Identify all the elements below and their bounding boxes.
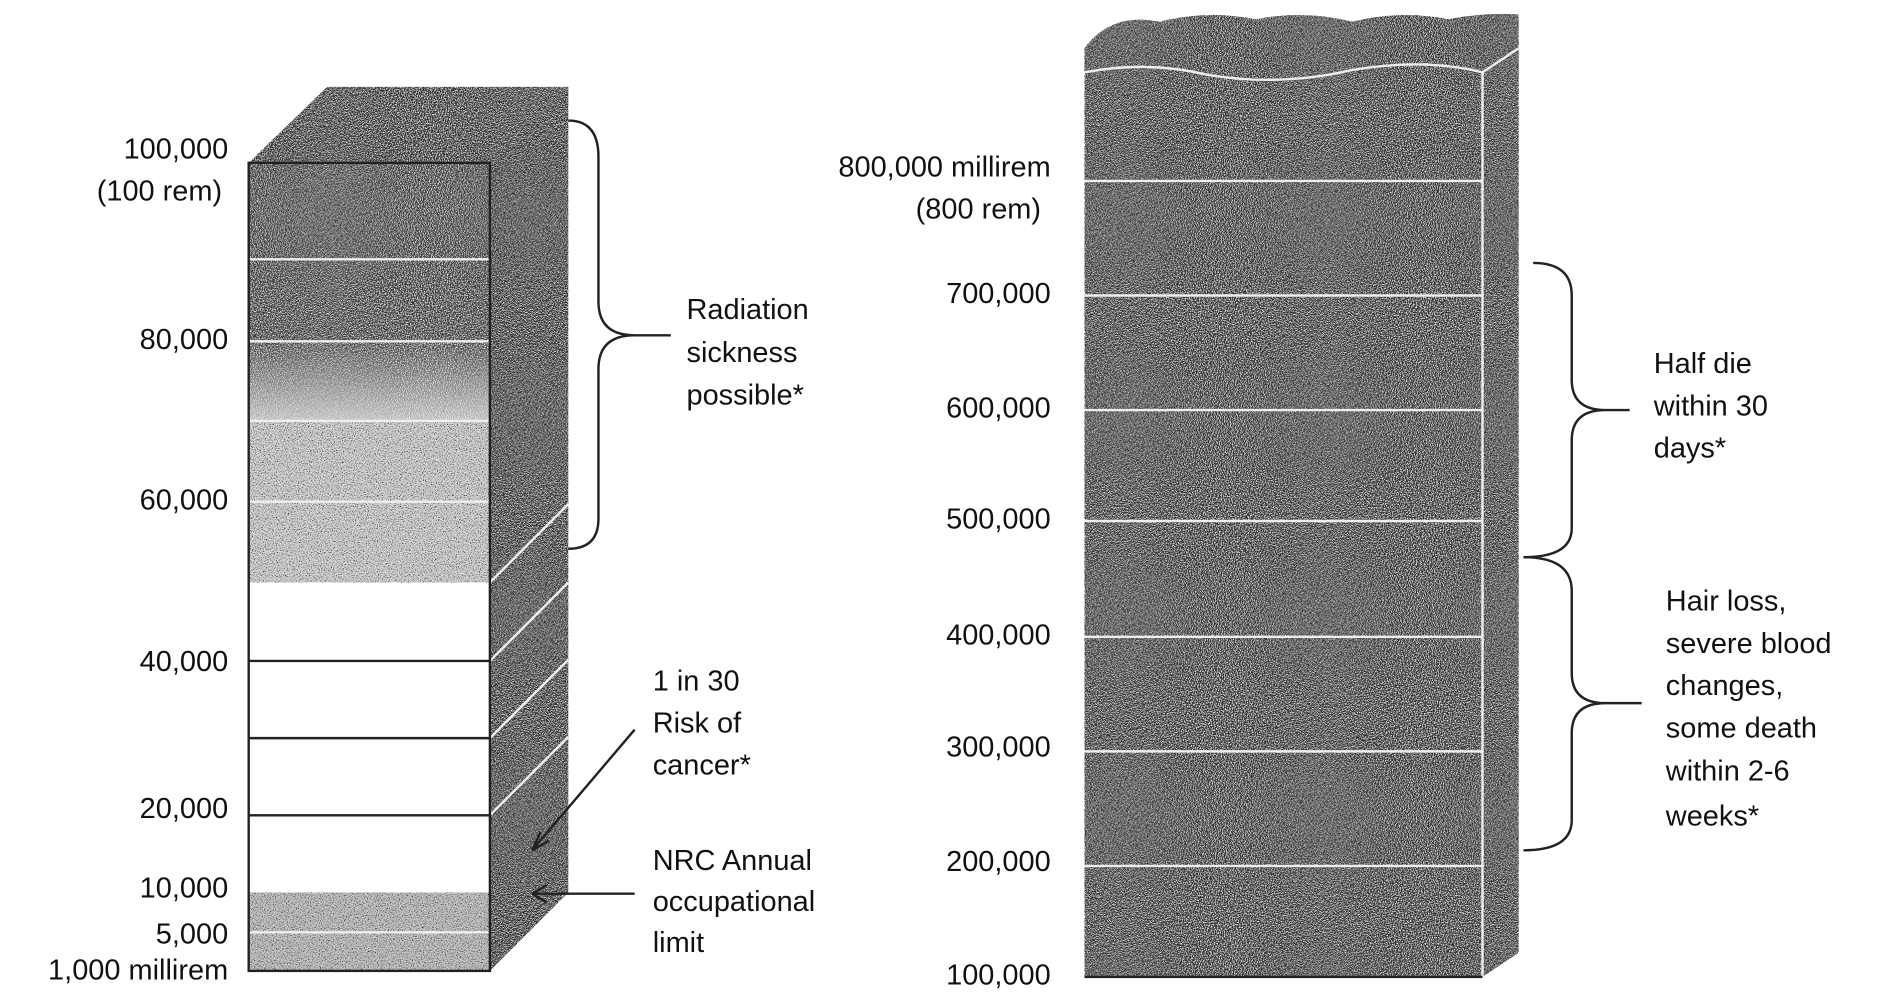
dose-label: 20,000: [140, 793, 229, 825]
dose-label: 10,000: [140, 873, 229, 905]
annotation: 1 in 30 Risk of cancer*: [653, 665, 751, 781]
annotation-line: severe blood: [1666, 628, 1832, 660]
annotation-line: Risk of: [653, 707, 742, 739]
annotation-line: Half die: [1654, 348, 1752, 380]
band: [249, 163, 490, 341]
dose-label: 300,000: [946, 732, 1051, 764]
right-column: 800,000 millirem (800 rem) 700,000 600,0…: [838, 14, 1831, 992]
annotation-line: occupational: [653, 886, 815, 918]
dose-label: 600,000: [946, 393, 1051, 425]
page: 100,000 (100 rem) 80,000 60,000 40,000 2…: [0, 0, 1894, 995]
annotation-line: days*: [1654, 433, 1726, 465]
annotation-line: sickness: [686, 337, 797, 369]
dose-label: 500,000: [946, 504, 1051, 536]
annotation-line: 1 in 30: [653, 665, 740, 697]
dose-label: 80,000: [140, 324, 229, 356]
annotation-line: some death: [1666, 712, 1817, 744]
annotation-line: possible*: [686, 379, 803, 411]
dose-label: 400,000: [946, 619, 1051, 651]
dose-label: 100,000: [124, 133, 229, 165]
annotation-line: limit: [653, 927, 704, 959]
dose-label: 200,000: [946, 846, 1051, 878]
dose-label: 40,000: [140, 646, 229, 678]
dose-label: 60,000: [140, 484, 229, 516]
column-side: [490, 87, 568, 971]
brace: [568, 121, 671, 549]
annotation-line: Radiation: [686, 294, 808, 326]
dose-label: (100 rem): [97, 176, 222, 208]
annotation: NRC Annual occupational limit: [653, 845, 815, 959]
left-column: 100,000 (100 rem) 80,000 60,000 40,000 2…: [48, 87, 815, 987]
dose-label: 100,000: [946, 960, 1051, 992]
dose-label: 700,000: [946, 278, 1051, 310]
dose-label: 5,000: [156, 919, 228, 951]
diagram: 100,000 (100 rem) 80,000 60,000 40,000 2…: [0, 0, 1894, 995]
annotation: Radiation sickness possible*: [686, 294, 808, 412]
column-body: [1084, 14, 1518, 977]
band: [249, 341, 490, 421]
dose-label: 1,000 millirem: [48, 955, 228, 987]
dose-label: 800,000 millirem: [838, 151, 1050, 183]
annotation-line: Hair loss,: [1666, 586, 1787, 618]
annotation-line: within 30: [1653, 390, 1768, 422]
annotation: Hair loss, severe blood changes, some de…: [1665, 586, 1832, 833]
annotation-line: within 2-6: [1665, 756, 1790, 788]
brace: [1523, 263, 1629, 557]
annotation-line: changes,: [1666, 670, 1783, 702]
annotation: Half die within 30 days*: [1653, 348, 1768, 464]
annotation-line: cancer*: [653, 750, 751, 782]
annotation-line: weeks*: [1665, 800, 1759, 832]
annotation-line: NRC Annual: [653, 845, 812, 877]
brace: [1523, 557, 1641, 850]
dose-label: (800 rem): [916, 194, 1041, 226]
